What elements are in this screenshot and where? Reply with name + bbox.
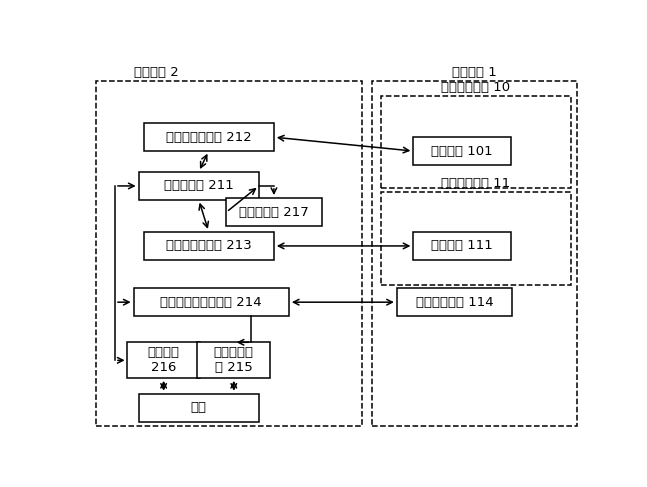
Text: 车位旋转模块 10: 车位旋转模块 10: [441, 81, 510, 94]
Bar: [413, 137, 511, 165]
Text: 无线通讯模
块 215: 无线通讯模 块 215: [214, 346, 254, 375]
Text: 控制模块 2: 控制模块 2: [134, 66, 179, 79]
Bar: [96, 81, 362, 426]
Bar: [380, 191, 571, 285]
Bar: [133, 288, 289, 316]
Text: 锁止防晃装置 114: 锁止防晃装置 114: [415, 296, 493, 309]
Bar: [138, 394, 259, 422]
Bar: [371, 81, 577, 426]
Text: 驱动电机 101: 驱动电机 101: [431, 145, 493, 158]
Bar: [127, 342, 200, 378]
Text: 升降电机控制器 213: 升降电机控制器 213: [166, 240, 252, 252]
Bar: [197, 342, 270, 378]
Text: 人机界面
216: 人机界面 216: [148, 346, 180, 375]
Text: 升降电机 111: 升降电机 111: [431, 240, 493, 252]
Text: 声光报警器 217: 声光报警器 217: [239, 206, 309, 219]
Text: 用户: 用户: [191, 401, 206, 414]
Bar: [413, 232, 511, 260]
Bar: [226, 198, 322, 226]
Text: 锁止防晃装置控制器 214: 锁止防晃装置控制器 214: [160, 296, 262, 309]
Text: 中央控制器 211: 中央控制器 211: [164, 179, 234, 192]
Bar: [144, 123, 274, 151]
Bar: [380, 96, 571, 188]
Text: 停车装置 1: 停车装置 1: [452, 66, 497, 79]
Text: 驱动电机控制器 212: 驱动电机控制器 212: [166, 131, 252, 144]
Bar: [144, 232, 274, 260]
Bar: [138, 172, 259, 200]
Bar: [397, 288, 512, 316]
Text: 车位升降模块 11: 车位升降模块 11: [441, 177, 510, 190]
